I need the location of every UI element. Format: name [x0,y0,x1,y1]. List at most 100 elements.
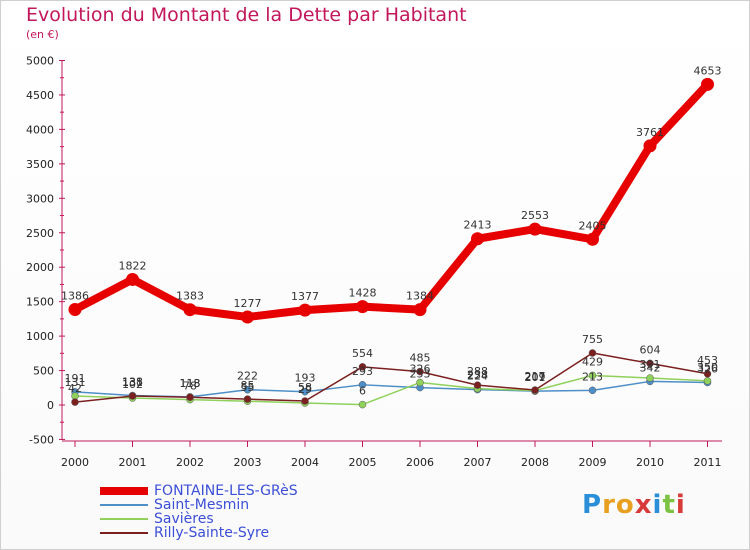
data-point [473,381,482,389]
data-label: 1277 [234,297,262,310]
data-point [243,395,252,403]
x-tick-label: 2004 [291,456,319,469]
data-label: 253 [410,368,431,381]
legend-label: Savières [154,511,214,527]
data-point [298,303,312,317]
data-label: 1377 [291,290,319,303]
data-label: 102 [122,378,143,391]
series-line-2 [74,374,709,406]
data-label: 4653 [694,64,722,77]
data-point [301,387,309,396]
y-tick-label: 2500 [26,227,54,240]
data-point [416,378,424,387]
data-point [301,397,309,405]
data-label: 391 [640,358,661,371]
data-label: 604 [640,343,661,356]
data-label: 755 [582,333,603,346]
logo-letter: i [675,490,686,520]
data-point [471,232,484,246]
x-tick-label: 2002 [176,456,204,469]
data-label: 201 [525,371,546,384]
data-point [68,303,82,317]
y-tick-label: 4500 [26,89,54,102]
data-point [358,400,367,409]
legend-label: FONTAINE-LES-GRèS [154,483,298,499]
data-label: 213 [582,370,603,383]
data-label: 326 [697,363,718,376]
data-point [416,367,424,376]
data-point [588,386,597,395]
data-point [646,359,654,368]
logo-letter: r [602,490,616,520]
x-tick-label: 2008 [521,456,549,469]
data-label: 222 [237,370,258,383]
data-label: 131 [122,376,143,389]
data-point [588,371,597,380]
x-tick-label: 2011 [694,456,722,469]
data-point [643,139,657,153]
data-point [358,381,367,389]
x-tick-label: 2001 [119,456,147,469]
logo-letter: t [662,490,676,520]
x-tick-label: 2007 [464,456,492,469]
data-label: 193 [295,372,316,385]
y-tick-label: 5000 [26,55,54,68]
unit-label: (en €) [26,28,59,41]
y-tick-label: 2000 [26,261,54,274]
series-line-3 [74,352,709,403]
series-line-1 [74,380,709,398]
data-point [183,303,197,317]
legend-swatch [100,518,148,520]
series-line-0 [71,80,712,322]
data-point [126,272,139,286]
data-label: 293 [352,365,373,378]
data-label: 78 [183,380,197,393]
data-label: 209 [525,371,546,384]
legend-swatch [100,504,148,506]
x-tick-label: 2006 [406,456,434,469]
data-label: 3761 [636,126,664,139]
legend-label: Rilly-Sainte-Syre [154,525,270,541]
line-chart: -500 0 500 1000 1500 2000 2500 3000 3500 4000 4500… [26,55,722,469]
data-label: 554 [352,347,373,360]
legend-label: Saint-Mesmin [154,497,250,513]
data-point [701,77,714,91]
data-label: 138 [122,375,143,388]
data-label: 113 [180,377,201,390]
y-tick-label: 1500 [26,296,54,309]
data-label: 118 [180,377,201,390]
data-point [646,374,654,382]
data-label: 238 [467,369,488,382]
data-label: 1822 [119,259,147,272]
data-label: 1383 [176,290,204,303]
data-label: 55 [241,381,255,394]
chart-title: Evolution du Montant de la Dette par Hab… [26,4,467,26]
logo-letter: P [582,490,603,520]
data-label: 326 [410,363,431,376]
logo-letter: o [615,490,635,520]
data-label: 453 [697,354,718,367]
data-point [528,222,542,236]
data-label: 191 [65,372,86,385]
data-label: 350 [697,361,718,374]
data-label: 1386 [61,290,89,303]
data-label: 2413 [464,219,492,232]
data-point [241,310,254,324]
data-label: 29 [298,383,312,396]
data-label: 58 [298,381,312,394]
x-tick-label: 2005 [349,456,377,469]
y-tick-label: 0 [47,399,54,412]
y-tick-label: 3000 [26,192,54,205]
data-label: 2405 [579,219,607,232]
logo-letter: x [634,490,653,520]
data-point [413,303,427,317]
data-label: 131 [65,376,86,389]
data-label: 6 [359,385,366,398]
data-point [356,300,369,314]
data-point [128,392,137,400]
y-tick-label: 1000 [26,330,54,343]
data-point [703,370,712,378]
data-point [186,393,194,401]
data-point [358,363,367,371]
